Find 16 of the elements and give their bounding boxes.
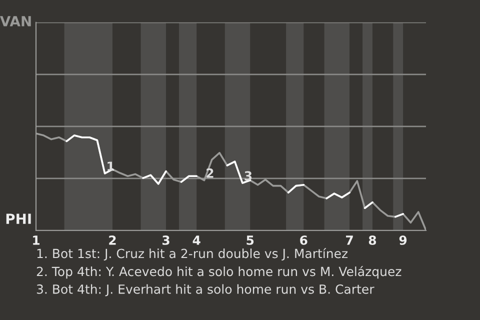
annotation: 3 <box>244 171 252 181</box>
x-tick-label: 8 <box>368 235 376 245</box>
annotation: 1 <box>108 162 114 171</box>
x-tick-label: 4 <box>192 236 200 245</box>
x-tick-label: 2 <box>109 235 116 245</box>
x-tick-label: 3 <box>162 235 170 245</box>
text: 1. Bot 1st: J. Cruz hit a 2-run double vs J. Martínez <box>37 248 348 261</box>
x-tick-label: 6 <box>300 235 308 245</box>
text: VAN <box>0 16 31 26</box>
x-tick-label: 5 <box>246 236 254 245</box>
x-tick-label: 7 <box>346 236 353 245</box>
text: 3. Bot 4th: J. Everhart hit a solo home run vs B. Carter <box>36 284 374 296</box>
text: PHI <box>6 214 31 224</box>
x-tick-label: 1 <box>33 236 40 245</box>
text: 2. Top 4th: Y. Acevedo hit a solo home run vs M. Velázquez <box>36 266 402 279</box>
x-tick-label: 9 <box>399 235 407 245</box>
